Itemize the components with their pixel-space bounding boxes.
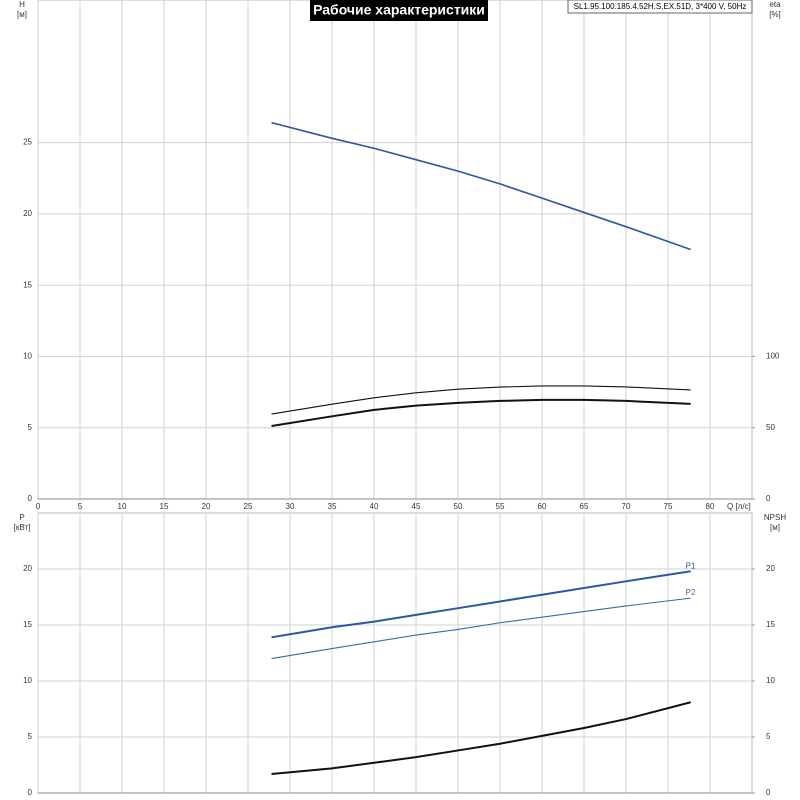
x-tick-label: 25 (244, 502, 253, 511)
series-label: P2 (686, 588, 696, 597)
x-tick-label: 15 (160, 502, 169, 511)
x-tick-label: 40 (370, 502, 379, 511)
y2-axis-unit: [м] (770, 523, 780, 532)
y-axis-unit: [м] (17, 10, 27, 19)
y-tick-label: 5 (28, 732, 33, 741)
x-tick-label: 20 (202, 502, 211, 511)
series-line (271, 398, 691, 427)
model-box (567, 0, 753, 14)
x-tick-label: 50 (454, 502, 463, 511)
y2-axis-label: eta (769, 0, 781, 9)
y-tick-label: 15 (23, 620, 32, 629)
x-tick-label: 0 (36, 502, 41, 511)
y2-axis-unit: [%] (769, 10, 781, 19)
x-tick-label: 75 (664, 502, 673, 511)
y2-tick-label: 5 (766, 732, 771, 741)
y2-tick-label: 20 (766, 564, 775, 573)
series-line (271, 597, 691, 660)
x-tick-label: 65 (580, 502, 589, 511)
x-tick-label: 60 (538, 502, 547, 511)
chart-title: Рабочие характеристики (313, 2, 485, 18)
x-tick-label: 45 (412, 502, 421, 511)
y-tick-label: 15 (23, 280, 32, 289)
y2-tick-label: 100 (766, 352, 780, 361)
x-tick-label: 35 (328, 502, 337, 511)
y2-axis-label: NPSH (764, 513, 786, 522)
x-axis-label: Q [л/с] (727, 502, 751, 511)
y-tick-label: 5 (28, 423, 33, 432)
y-tick-label: 0 (28, 494, 33, 503)
series-line (271, 570, 691, 639)
y-axis-label: H (19, 0, 25, 9)
x-tick-label: 70 (622, 502, 631, 511)
y-tick-label: 25 (23, 138, 32, 147)
y-axis-unit: [кВт] (14, 523, 31, 532)
y-tick-label: 20 (23, 564, 32, 573)
x-tick-label: 55 (496, 502, 505, 511)
y-tick-label: 10 (23, 676, 32, 685)
y-tick-label: 20 (23, 209, 32, 218)
y-axis-label: P (19, 513, 24, 522)
y2-tick-label: 10 (766, 676, 775, 685)
series-label: P1 (686, 561, 696, 570)
title-box (310, 0, 488, 21)
x-tick-label: 80 (706, 502, 715, 511)
y2-tick-label: 50 (766, 423, 775, 432)
x-tick-label: 10 (118, 502, 127, 511)
y2-tick-label: 0 (766, 494, 771, 503)
y-tick-label: 0 (28, 788, 33, 797)
y-tick-label: 10 (23, 352, 32, 361)
plot-area (37, 0, 753, 500)
x-tick-label: 30 (286, 502, 295, 511)
y2-tick-label: 0 (766, 788, 771, 797)
series-line (271, 385, 691, 415)
plot-area (37, 512, 753, 794)
series-line (271, 121, 691, 251)
y2-tick-label: 15 (766, 620, 775, 629)
model-label: SL1.95.100.185.4.52H.S.EX.51D, 3*400 V, … (574, 2, 747, 11)
x-tick-label: 5 (78, 502, 83, 511)
series-line (271, 701, 691, 775)
